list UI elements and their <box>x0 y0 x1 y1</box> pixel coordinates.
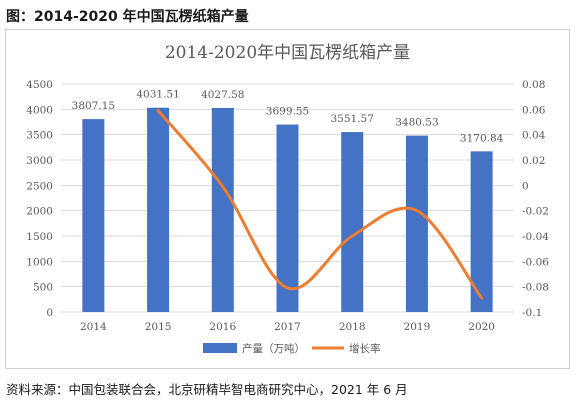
left-axis-tick-label: 3000 <box>26 155 53 167</box>
bar <box>147 107 170 313</box>
right-axis-tick-label: 0.02 <box>522 155 545 167</box>
right-axis-tick-label: -0.02 <box>522 206 549 218</box>
left-axis-tick-label: 500 <box>33 282 53 294</box>
left-axis-tick-label: 1000 <box>26 256 53 268</box>
bar-value-label: 3699.55 <box>266 106 309 118</box>
bar <box>211 107 234 312</box>
bar-value-label: 4031.51 <box>136 89 179 101</box>
figure-caption: 图：2014-2020 年中国瓦楞纸箱产量 <box>6 9 249 25</box>
x-axis-tick-label: 2017 <box>274 321 301 333</box>
right-axis-tick-label: 0.06 <box>522 104 546 116</box>
right-axis-tick-label: 0 <box>522 180 529 192</box>
x-axis-tick-label: 2015 <box>145 321 172 333</box>
chart-title: 2014-2020年中国瓦楞纸箱产量 <box>165 43 410 63</box>
x-axis-tick-label: 2019 <box>404 321 431 333</box>
right-axis-tick-label: -0.06 <box>522 256 549 268</box>
left-axis-tick-label: 2000 <box>26 206 53 218</box>
right-axis-tick-label: 0.08 <box>522 79 545 91</box>
x-axis-tick-label: 2016 <box>209 321 236 333</box>
left-axis-tick-label: 0 <box>46 307 53 319</box>
left-axis-tick-label: 2500 <box>26 180 53 192</box>
x-axis-tick-label: 2020 <box>468 321 495 333</box>
combo-chart: 2014-2020年中国瓦楞纸箱产量 0 500 1000 1500 2000 2500 30… <box>26 43 549 355</box>
bar <box>470 151 493 312</box>
left-axis-tick-label: 3500 <box>26 130 53 142</box>
bar-value-label: 3551.57 <box>331 113 374 125</box>
right-axis-tick-label: -0.1 <box>522 307 542 319</box>
right-axis-tick-label: -0.08 <box>522 282 549 294</box>
bar-value-label: 3170.84 <box>460 132 504 144</box>
left-axis-tick-label: 4500 <box>26 79 53 91</box>
left-axis-tick-label: 1500 <box>26 231 53 243</box>
legend-bar-swatch <box>203 343 237 353</box>
chart-area: 2014-2020年中国瓦楞纸箱产量 0 500 1000 1500 2000 2500 30… <box>5 29 570 369</box>
bar-value-label: 4027.58 <box>201 89 244 101</box>
bar <box>405 135 428 312</box>
growth-rate-line <box>156 109 484 300</box>
right-axis-tick-label: -0.04 <box>522 231 549 243</box>
x-axis-tick-label: 2014 <box>80 321 107 333</box>
bar <box>341 132 364 312</box>
source-note: 资料来源：中国包装联合会，北京研精毕智电商研究中心，2021 年 6 月 <box>6 382 408 397</box>
bar <box>82 119 105 312</box>
legend-line-label: 增长率 <box>349 342 381 355</box>
right-axis-tick-label: 0.04 <box>522 130 546 142</box>
legend-bar-label: 产量（万吨） <box>242 342 305 355</box>
bar-value-label: 3807.15 <box>72 100 115 112</box>
x-axis-tick-label: 2018 <box>339 321 366 333</box>
left-axis-tick-label: 4000 <box>26 104 53 116</box>
bar-value-label: 3480.53 <box>395 117 438 129</box>
bar <box>276 124 299 312</box>
